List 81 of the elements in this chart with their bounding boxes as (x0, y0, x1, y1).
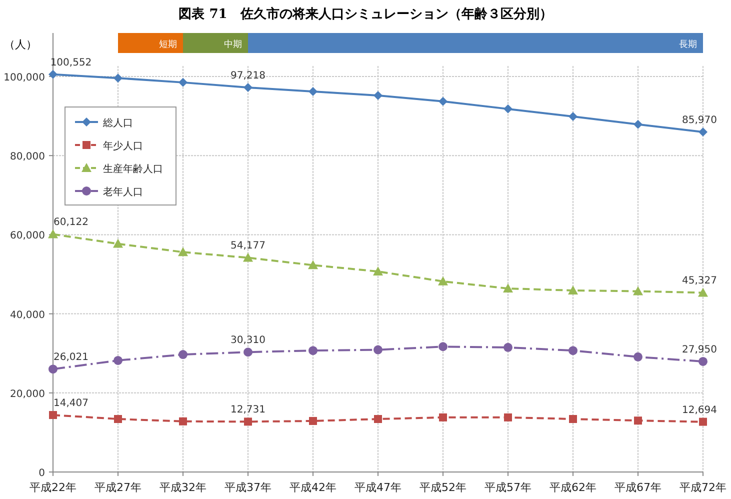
band-label: 長期 (679, 39, 697, 50)
x-tick-label: 平成67年 (614, 481, 662, 494)
x-tick-label: 平成62年 (550, 481, 596, 494)
data-label: 12,731 (230, 404, 266, 416)
x-tick-label: 平成32年 (160, 481, 206, 494)
point (49, 411, 57, 420)
point (178, 78, 188, 87)
point (243, 252, 253, 262)
data-label: 27,950 (682, 344, 717, 356)
legend-label: 老年人口 (103, 186, 143, 198)
point (113, 238, 123, 248)
point (698, 127, 708, 136)
point (503, 283, 513, 292)
data-label: 30,310 (230, 335, 266, 346)
point (308, 260, 318, 270)
point (438, 96, 448, 106)
point (633, 286, 643, 296)
point (634, 416, 642, 425)
point (634, 120, 642, 129)
y-tick-label: 60,000 (10, 230, 45, 242)
y-tick-label: 0 (38, 468, 45, 479)
point (308, 346, 318, 356)
point (308, 87, 318, 96)
x-tick-label: 平成57年 (484, 481, 532, 494)
point (178, 247, 188, 256)
data-label: 14,407 (54, 398, 88, 410)
x-tick-label: 平成27年 (94, 481, 142, 494)
point (114, 356, 122, 365)
point (438, 276, 448, 286)
point (439, 413, 447, 422)
point (504, 342, 512, 352)
y-axis-title: （人） (4, 38, 37, 51)
point (309, 416, 317, 425)
point (698, 356, 708, 366)
x-tick-label: 平成52年 (420, 481, 466, 494)
legend-label: 生産年齢人口 (103, 163, 163, 175)
y-tick-label: 100,000 (4, 72, 45, 84)
y-tick-label: 80,000 (10, 152, 45, 163)
point (244, 83, 252, 92)
point (438, 342, 448, 352)
point (568, 346, 578, 356)
point (699, 418, 707, 426)
data-label: 45,327 (682, 276, 717, 287)
point (504, 413, 512, 422)
point (244, 418, 252, 426)
data-label: 60,122 (54, 217, 88, 228)
point (568, 112, 578, 121)
chart-title: 図表 71 佐久市の将来人口シミュレーション（年齢３区分別） (178, 6, 552, 22)
point (114, 415, 122, 424)
x-tick-label: 平成72年 (680, 481, 726, 494)
point (48, 70, 58, 79)
point (48, 364, 58, 374)
point (568, 285, 578, 294)
point (374, 415, 382, 424)
point (179, 417, 187, 426)
point (504, 104, 512, 114)
data-label: 97,218 (230, 70, 266, 82)
point (374, 90, 382, 100)
band-label: 中期 (224, 39, 242, 50)
x-tick-label: 平成37年 (224, 481, 272, 494)
legend-label: 総人口 (102, 117, 133, 129)
point (373, 266, 383, 276)
point (244, 348, 252, 357)
band-label: 短期 (159, 39, 177, 50)
legend-label: 年少人口 (103, 140, 143, 152)
x-tick-label: 平成47年 (354, 481, 402, 494)
point (114, 74, 122, 83)
point (569, 415, 577, 424)
data-label: 54,177 (230, 240, 266, 252)
point (634, 352, 642, 362)
data-label: 85,970 (682, 114, 717, 126)
x-tick-label: 平成42年 (290, 481, 336, 494)
y-tick-label: 20,000 (10, 388, 45, 400)
point (374, 345, 382, 354)
point (178, 350, 188, 360)
y-tick-label: 40,000 (10, 310, 45, 321)
x-tick-label: 平成22年 (30, 481, 76, 494)
point (48, 229, 58, 238)
data-label: 26,021 (54, 352, 88, 364)
data-label: 12,694 (682, 404, 717, 416)
point (698, 288, 708, 297)
